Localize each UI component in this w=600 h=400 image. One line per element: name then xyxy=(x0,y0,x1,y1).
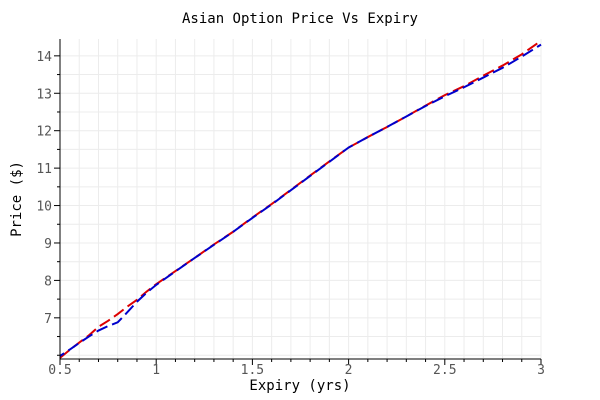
y-axis-label: Price ($) xyxy=(9,161,25,237)
x-tick-label: 2 xyxy=(345,363,353,378)
y-tick-label: 11 xyxy=(36,162,52,177)
chart-title: Asian Option Price Vs Expiry xyxy=(182,11,418,27)
axes: 0.5 1 1.5 2 2.5 3 7 8 9 10 11 12 13 14 xyxy=(36,39,545,378)
series-layer xyxy=(59,40,542,359)
x-tick-label: 3 xyxy=(537,363,545,378)
x-tick-label: 2.5 xyxy=(433,363,456,378)
y-tick-label: 13 xyxy=(36,87,52,102)
y-tick-label: 14 xyxy=(36,50,52,65)
y-tick-label: 9 xyxy=(44,237,52,252)
y-tick-label: 10 xyxy=(36,200,52,215)
x-axis-label: Expiry (yrs) xyxy=(249,378,350,394)
y-tick-label: 8 xyxy=(44,274,52,289)
grid xyxy=(59,39,542,359)
x-tick-label: 1 xyxy=(152,363,160,378)
x-tick-label: 1.5 xyxy=(241,363,264,378)
y-tick-label: 12 xyxy=(36,125,52,140)
x-tick-label: 0.5 xyxy=(48,363,71,378)
y-tick-label: 7 xyxy=(44,312,52,327)
series-line-2 xyxy=(59,43,542,357)
